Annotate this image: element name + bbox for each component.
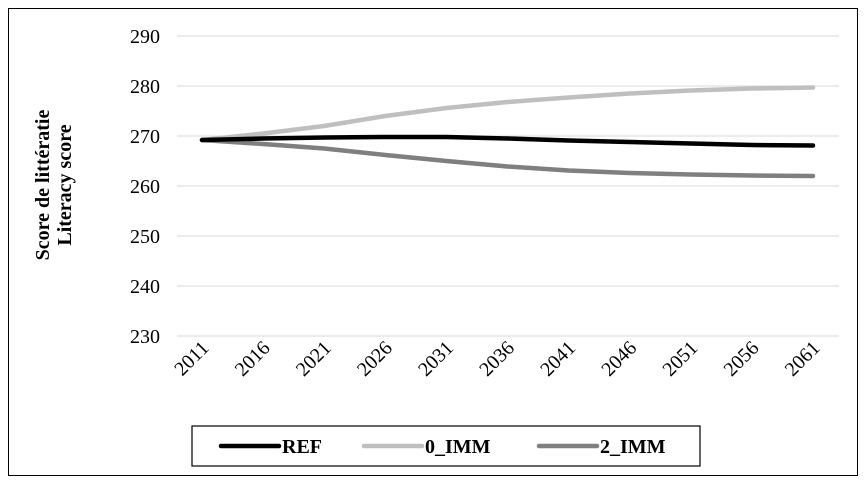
series-lines xyxy=(199,85,816,179)
x-tick-label: 2011 xyxy=(170,337,213,380)
x-tick-label: 2056 xyxy=(720,337,764,381)
gridlines xyxy=(177,35,839,337)
legend: REF 0_IMM 2_IMM xyxy=(191,425,701,467)
y-tick-label: 250 xyxy=(130,226,160,248)
x-axis-ticks: 2011 2016 2021 2026 2031 2036 2041 2046 2051 2056… xyxy=(170,337,824,381)
x-tick-label: 2041 xyxy=(536,337,580,381)
y-tick-label: 280 xyxy=(130,76,160,98)
y-axis-label-line-2: Literacy score xyxy=(54,124,76,245)
y-axis-label-line-1: Score de littératie xyxy=(32,110,54,261)
legend-label-ref: REF xyxy=(282,436,322,458)
chart-area: 230 240 250 260 270 280 290 2011 2016 2021 2026 20… xyxy=(8,8,858,476)
y-axis-ticks: 230 240 250 260 270 280 290 xyxy=(130,26,160,348)
x-tick-label: 2016 xyxy=(231,337,275,381)
x-tick-label: 2051 xyxy=(658,337,702,381)
y-tick-label: 270 xyxy=(130,126,160,148)
x-tick-label: 2046 xyxy=(597,337,641,381)
series-line-0-imm xyxy=(199,85,816,143)
y-tick-label: 240 xyxy=(130,276,160,298)
series-line-ref xyxy=(199,134,816,148)
legend-label-2-imm: 2_IMM xyxy=(600,436,666,458)
legend-label-0-imm: 0_IMM xyxy=(425,436,491,458)
x-tick-label: 2061 xyxy=(781,337,825,381)
x-tick-label: 2031 xyxy=(414,337,458,381)
y-tick-label: 290 xyxy=(130,26,160,48)
x-tick-label: 2036 xyxy=(475,337,519,381)
y-tick-label: 260 xyxy=(130,176,160,198)
y-tick-label: 230 xyxy=(130,326,160,348)
series-line-2-imm xyxy=(199,137,816,179)
x-tick-label: 2026 xyxy=(353,337,397,381)
x-tick-label: 2021 xyxy=(292,337,336,381)
